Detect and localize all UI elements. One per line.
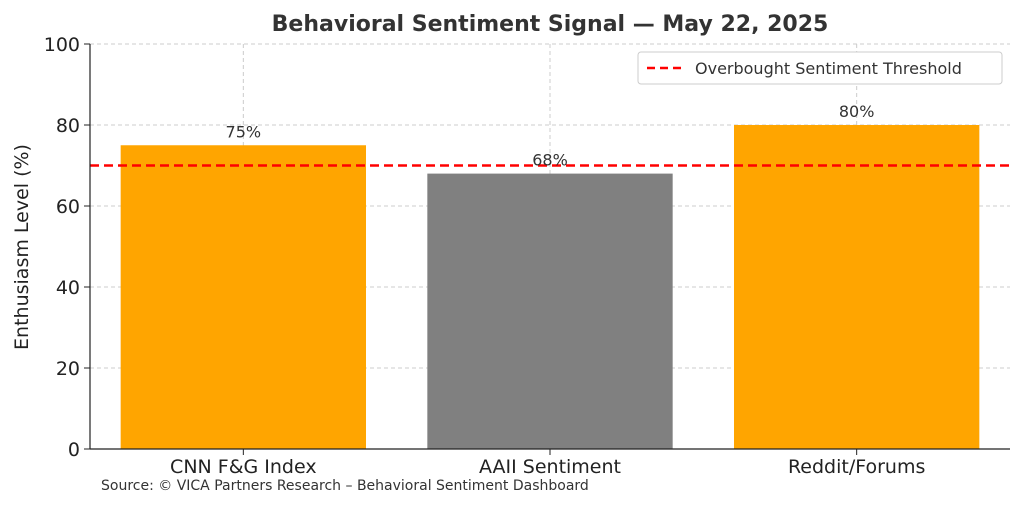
bar (120, 145, 367, 449)
y-tick-label: 20 (56, 358, 80, 380)
legend: Overbought Sentiment Threshold (637, 51, 1003, 85)
legend-threshold-label: Overbought Sentiment Threshold (695, 59, 962, 78)
bar (734, 125, 980, 449)
y-tick-label: 60 (56, 196, 80, 218)
y-tick-label: 100 (44, 34, 80, 56)
bars (120, 125, 980, 449)
x-tick-label: AAII Sentiment (479, 456, 621, 478)
data-label: 80% (839, 102, 875, 121)
legend-box (637, 51, 1003, 85)
data-label: 68% (532, 151, 568, 170)
y-tick-label: 80 (56, 115, 80, 137)
data-label: 75% (226, 122, 262, 141)
bar (427, 173, 673, 449)
y-axis-label: Enthusiasm Level (%) (11, 144, 33, 350)
x-tick-label: Reddit/Forums (788, 456, 925, 478)
axes (84, 43, 1010, 455)
y-tick-label: 0 (68, 439, 80, 461)
labels: 0 20 40 60 80 100 75% CNN F&G Index 68% AAII Sent… (44, 34, 926, 478)
y-tick-label: 40 (56, 277, 80, 299)
source-note: Source: © VICA Partners Research – Behav… (101, 478, 589, 494)
chart-title: Behavioral Sentiment Signal — May 22, 20… (272, 12, 829, 37)
x-tick-label: CNN F&G Index (170, 456, 317, 478)
